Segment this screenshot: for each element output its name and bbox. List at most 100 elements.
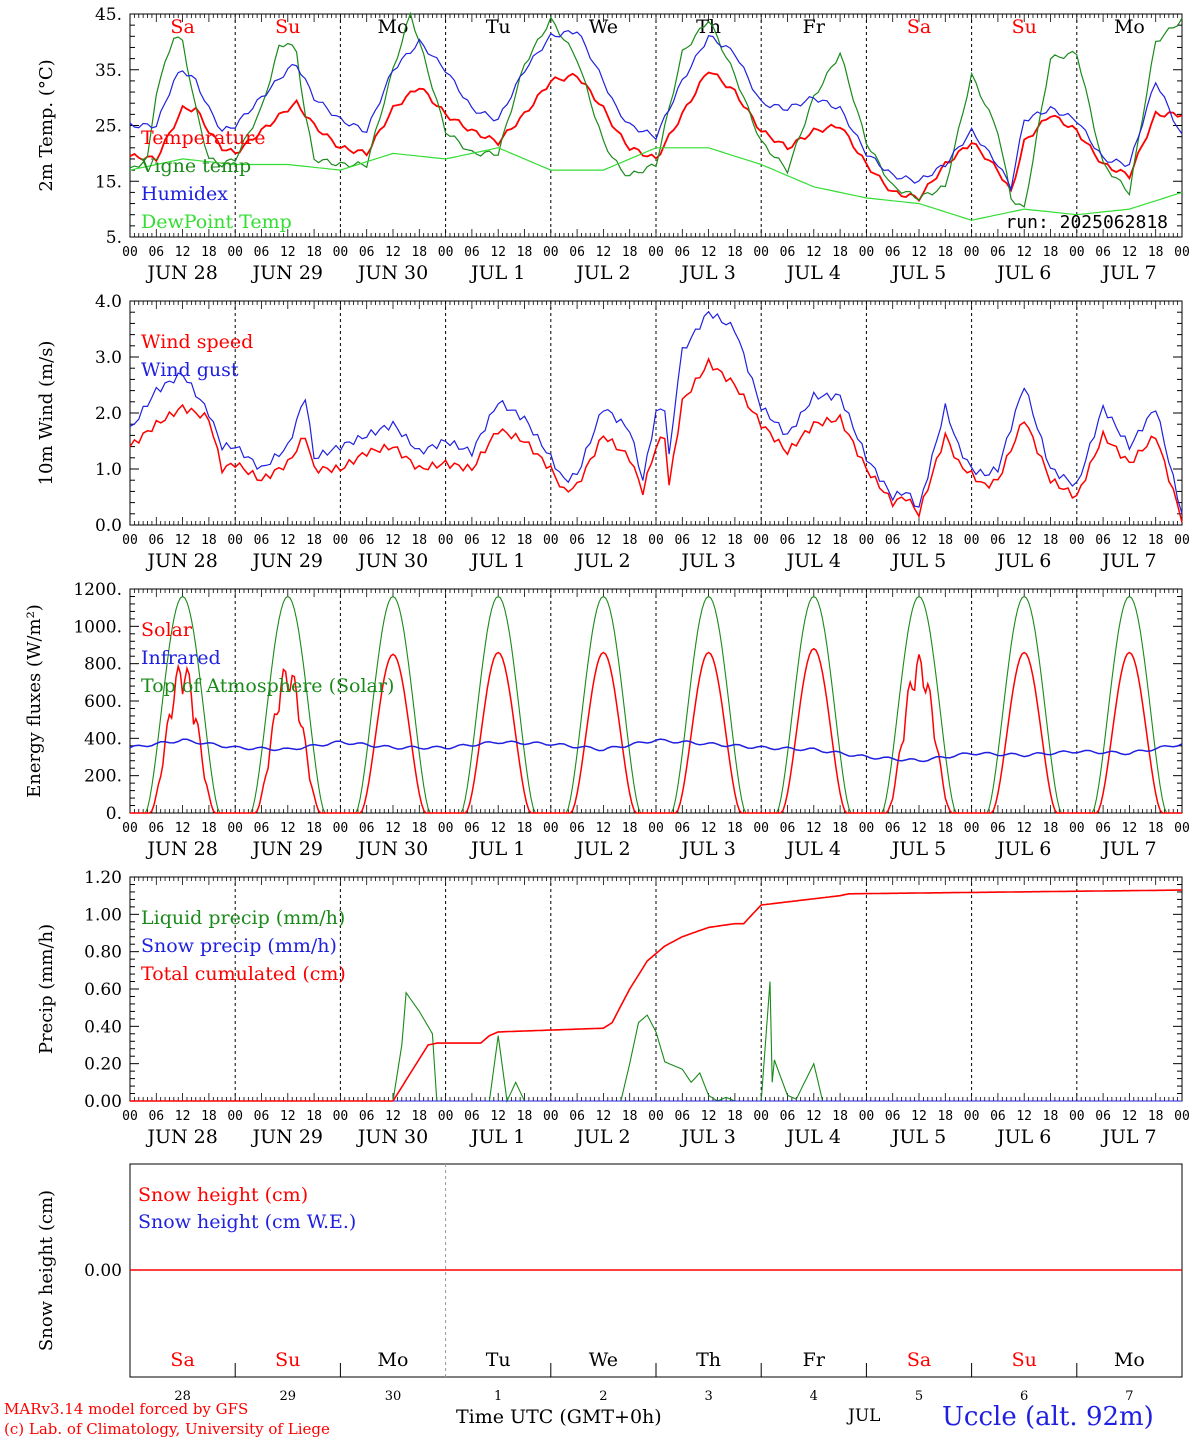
run-label: run: 2025062818 (1005, 212, 1168, 233)
hour-label: 06 (674, 821, 690, 836)
hour-label: 00 (859, 245, 875, 260)
hour-label: 00 (333, 821, 349, 836)
hour-label: 12 (490, 533, 506, 548)
series-line (129, 11, 1183, 208)
day-name: Tu (486, 16, 511, 38)
hour-label: 06 (1095, 821, 1111, 836)
day-number: 6 (1020, 1389, 1028, 1404)
date-label: JUN 28 (145, 1126, 217, 1148)
hour-label: 12 (175, 821, 191, 836)
hour-label: 18 (727, 821, 743, 836)
day-number: 7 (1125, 1389, 1133, 1404)
hour-label: 06 (359, 533, 375, 548)
hour-label: 18 (201, 1109, 217, 1124)
hour-label: 06 (569, 245, 585, 260)
hour-label: 12 (806, 821, 822, 836)
y-tick-label: 15. (95, 172, 122, 192)
date-label: JUL 6 (995, 550, 1051, 572)
y-tick-label: 45. (95, 5, 122, 25)
hour-label: 12 (596, 533, 612, 548)
hour-label: 00 (438, 533, 454, 548)
day-number: 2 (599, 1389, 607, 1404)
hour-label: 06 (885, 821, 901, 836)
hour-label: 18 (411, 821, 427, 836)
date-label: JUL 4 (785, 550, 841, 572)
hour-label: 06 (1095, 245, 1111, 260)
hour-label: 06 (1095, 1109, 1111, 1124)
day-name: Su (275, 16, 300, 38)
hour-label: 12 (911, 245, 927, 260)
hour-label: 12 (911, 1109, 927, 1124)
hour-label: 18 (1043, 533, 1059, 548)
day-name: Mo (1114, 1349, 1145, 1371)
hour-label: 00 (648, 1109, 664, 1124)
hour-label: 06 (885, 245, 901, 260)
y-tick-label: 0. (106, 804, 122, 824)
hour-label: 12 (175, 245, 191, 260)
legend-entry: Total cumulated (cm) (141, 963, 346, 985)
hour-label: 18 (306, 1109, 322, 1124)
y-tick-label: 5. (106, 228, 122, 248)
date-label: JUL 1 (469, 838, 525, 860)
hour-label: 00 (438, 245, 454, 260)
y-tick-label: 0.60 (84, 980, 122, 1000)
hour-label: 18 (622, 821, 638, 836)
hour-label: 12 (1122, 245, 1138, 260)
day-number: 28 (174, 1389, 191, 1404)
hour-label: 06 (569, 533, 585, 548)
hour-label: 00 (648, 533, 664, 548)
day-name: Mo (1114, 16, 1145, 38)
legend-entry: Snow height (cm) (138, 1184, 308, 1206)
hour-label: 18 (411, 245, 427, 260)
hour-label: 18 (727, 1109, 743, 1124)
legend-entry: DewPoint Temp (141, 211, 292, 233)
hour-label: 00 (753, 821, 769, 836)
hour-label: 06 (990, 533, 1006, 548)
hour-label: 00 (543, 533, 559, 548)
date-label: JUL 1 (469, 262, 525, 284)
y-tick-label: 3.0 (95, 348, 122, 368)
date-label: JUL 1 (469, 550, 525, 572)
hour-label: 06 (464, 1109, 480, 1124)
panel-frame (129, 588, 1183, 814)
y-tick-label: 600. (84, 692, 122, 712)
hour-label: 12 (701, 821, 717, 836)
date-label: JUL 3 (679, 838, 735, 860)
hour-label: 00 (648, 245, 664, 260)
date-label: JUN 30 (356, 1126, 428, 1148)
legend-entry: Solar (141, 619, 193, 641)
hour-label: 00 (753, 1109, 769, 1124)
hour-label: 18 (832, 533, 848, 548)
hour-label: 00 (227, 1109, 243, 1124)
hour-label: 06 (990, 245, 1006, 260)
legend-entry: Top of Atmosphere (Solar) (141, 675, 394, 697)
hour-label: 00 (859, 1109, 875, 1124)
hour-label: 06 (464, 533, 480, 548)
hour-label: 18 (622, 533, 638, 548)
hour-label: 06 (990, 1109, 1006, 1124)
hour-label: 12 (701, 245, 717, 260)
hour-label: 06 (990, 821, 1006, 836)
hour-label: 06 (464, 821, 480, 836)
date-label: JUL 5 (890, 1126, 946, 1148)
hour-label: 18 (517, 533, 533, 548)
hour-label: 12 (1016, 533, 1032, 548)
y-axis-label: 2m Temp. (°C) (36, 59, 57, 191)
day-name: Th (696, 1349, 721, 1371)
hour-label: 00 (438, 1109, 454, 1124)
date-label: JUN 29 (251, 262, 323, 284)
hour-label: 06 (1095, 533, 1111, 548)
hour-label: 00 (543, 245, 559, 260)
y-tick-label: 35. (95, 61, 122, 81)
hour-label: 12 (1016, 1109, 1032, 1124)
hour-label: 00 (964, 1109, 980, 1124)
series-line (129, 738, 1183, 763)
hour-label: 18 (306, 533, 322, 548)
hour-label: 18 (622, 245, 638, 260)
hour-label: 18 (517, 821, 533, 836)
y-tick-label: 400. (84, 729, 122, 749)
hour-label: 00 (964, 821, 980, 836)
date-label: JUN 29 (251, 1126, 323, 1148)
y-tick-label: 1200. (73, 580, 122, 600)
hour-label: 12 (175, 533, 191, 548)
